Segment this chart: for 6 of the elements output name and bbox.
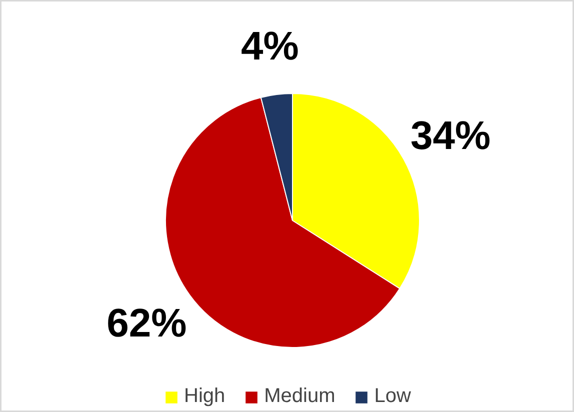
data-label: 4% [240, 24, 299, 69]
legend-label: Low [374, 385, 411, 408]
legend-label: High [184, 385, 226, 408]
legend-label: Medium [264, 385, 336, 408]
data-label: 62% [106, 302, 187, 346]
data-label: 34% [410, 114, 491, 158]
